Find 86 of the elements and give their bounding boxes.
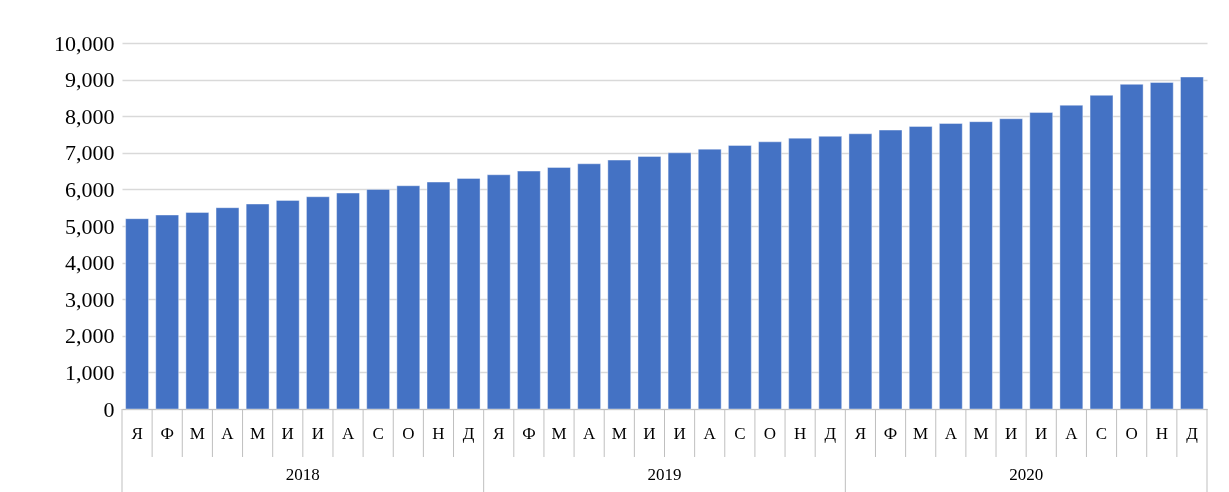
bar (547, 166, 571, 410)
x-tick-label: О (763, 424, 777, 443)
bar (486, 174, 511, 410)
y-tick-label: 1,000 (65, 359, 115, 385)
text: 2019 (647, 465, 682, 484)
x-tick-label: Н (793, 424, 807, 443)
text: 2020 (1009, 465, 1044, 484)
bar (1149, 82, 1174, 410)
bar (155, 214, 180, 410)
bar (1059, 104, 1084, 410)
x-tick-label: М (611, 424, 627, 443)
bar (697, 148, 722, 410)
bar (667, 152, 692, 410)
text: 2018 (285, 465, 320, 484)
y-tick-label: 4,000 (65, 250, 115, 276)
x-tick-label: Ф (522, 424, 536, 443)
y-tick-label: 5,000 (65, 213, 115, 239)
x-tick-label: И (673, 424, 686, 443)
x-tick-label: С (1095, 424, 1108, 443)
bar (727, 144, 752, 410)
bar (908, 125, 933, 410)
bar (999, 118, 1024, 410)
bar (577, 163, 602, 410)
bar (396, 185, 421, 410)
bar (938, 123, 963, 410)
x-tick-label: Д (462, 424, 475, 443)
x-tick-label: И (1035, 424, 1048, 443)
y-tick-label: 10,000 (54, 30, 115, 56)
bar (125, 218, 150, 410)
x-tick-label: Н (1155, 424, 1168, 443)
x-tick-label: И (643, 424, 656, 443)
x-tick-label: А (703, 424, 717, 443)
x-tick-label: О (402, 424, 415, 443)
y-tick-label: 3,000 (65, 286, 115, 312)
y-tick-label: 7,000 (65, 140, 115, 166)
x-tick-label: Ф (883, 424, 898, 443)
x-tick-label: Я (131, 424, 143, 443)
x-tick-label: А (944, 424, 958, 443)
bar (1119, 83, 1144, 410)
x-tick-label: М (913, 424, 929, 443)
y-tick-label: 9,000 (65, 67, 115, 93)
x-tick-label: Д (1186, 424, 1199, 443)
x-tick-label: Я (854, 424, 867, 443)
bar (818, 135, 843, 410)
x-tick-label: Н (432, 424, 445, 443)
x-tick-label: И (311, 424, 325, 443)
bar (185, 211, 210, 410)
bar (848, 133, 873, 410)
bar (1179, 76, 1204, 410)
x-tick-label: А (221, 424, 235, 443)
x-tick-label: А (1065, 424, 1079, 443)
bar (637, 155, 662, 410)
bar (516, 170, 541, 410)
x-tick-label: И (281, 424, 294, 443)
x-tick-label: А (583, 424, 597, 443)
bar (878, 129, 903, 410)
x-tick-label: О (1125, 424, 1138, 443)
bar (366, 188, 391, 410)
bar (336, 192, 360, 410)
x-tick-label: М (189, 424, 205, 443)
x-tick-label: М (250, 424, 266, 443)
bar (275, 199, 300, 410)
y-tick-label: 2,000 (65, 323, 115, 349)
y-tick-label: 8,000 (65, 103, 115, 129)
x-tick-label: А (341, 424, 355, 443)
bar (456, 177, 481, 410)
x-tick-label: С (734, 424, 746, 443)
y-tick-label: 0 (103, 396, 115, 422)
x-tick-label: И (1004, 424, 1018, 443)
bar (426, 181, 451, 410)
x-tick-label: М (973, 424, 989, 443)
x-tick-label: Д (824, 424, 837, 443)
x-tick-label: С (372, 424, 384, 443)
bar (305, 196, 330, 410)
x-tick-label: М (551, 424, 567, 443)
bar (245, 203, 270, 410)
y-tick-label: 6,000 (65, 176, 115, 202)
bar (607, 159, 632, 410)
bar (215, 207, 240, 410)
bar (788, 137, 813, 410)
x-tick-label: Ф (160, 424, 174, 443)
x-tick-label: Я (493, 424, 505, 443)
bar (969, 121, 993, 410)
bar (1029, 112, 1054, 410)
bar (1089, 94, 1114, 410)
bar (758, 141, 782, 410)
